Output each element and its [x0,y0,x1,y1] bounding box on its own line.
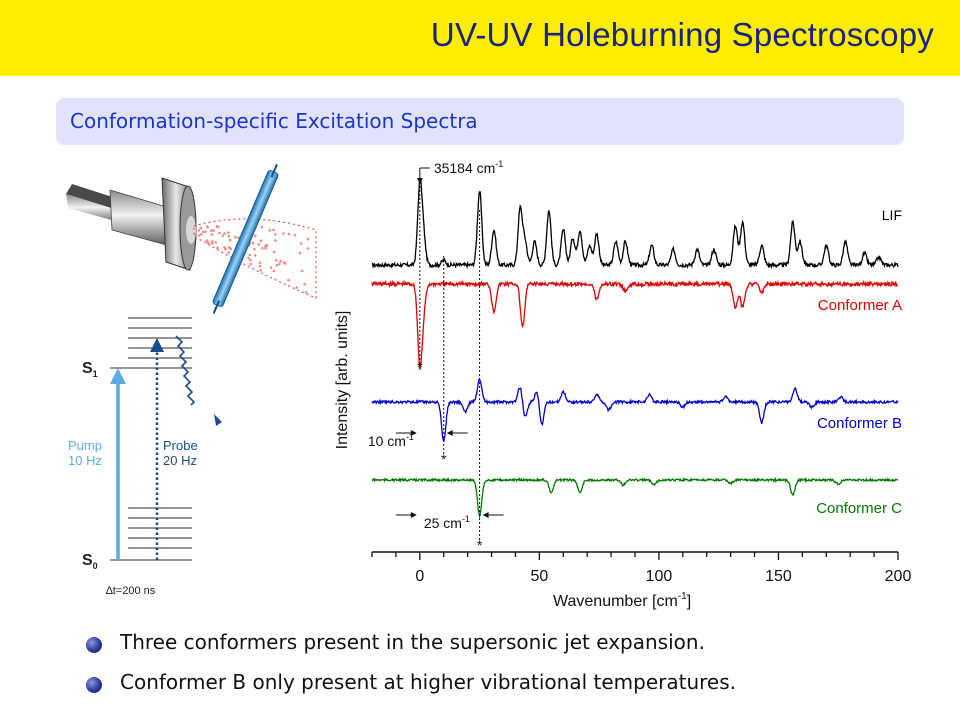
offset-arrowhead [410,430,417,436]
delay-label: ∆t=200 ns [106,585,156,597]
x-tick-label: 150 [765,568,792,585]
offset-arrowhead [410,512,417,518]
s0-label: S0 [82,552,98,571]
offset-arrowhead [446,430,453,436]
x-tick-label: 0 [415,568,424,585]
offset-label: 10 cm-1 [368,432,414,449]
pump-arrow [110,368,126,560]
probe-label: Probe [163,438,198,453]
series-line-conformer-a [371,279,899,370]
series-label: Conformer B [817,415,902,432]
x-tick-label: 200 [885,568,912,585]
bullet-text: Conformer B only present at higher vibra… [120,670,736,694]
s1-label: S1 [82,360,98,379]
y-axis-label: Intensity [arb. units] [334,311,351,450]
slide-title: UV-UV Holeburning Spectroscopy [430,16,934,53]
offset-arrowhead [482,512,489,518]
x-axis-label: Wavenumber [cm-1] [553,591,691,610]
series-label: Conformer A [818,297,902,314]
origin-arrowhead [416,178,423,184]
nozzle-icon [66,177,197,271]
title-bar: UV-UV Holeburning Spectroscopy [0,0,960,76]
spectrum-chart: LIF Conformer A Conformer B Conformer C 351… [334,159,912,610]
marker-asterisk: * [441,451,447,467]
relaxation-arrow [175,335,222,426]
s0-levels [110,507,192,561]
x-tick-label: 50 [530,568,548,585]
bullet-icon [86,677,102,693]
probe-arrow [150,338,164,560]
experiment-diagram: S1 S0 Pump 10 Hz Probe 20 Hz ∆t=200 ns [66,164,317,597]
origin-annotation: 35184 cm-1 [434,159,504,176]
marker-asterisk: * [477,537,483,553]
pump-rate: 10 Hz [68,453,102,468]
bullet-text: Three conformers present in the superson… [120,630,705,654]
series-line-conformer-c [371,476,899,519]
series-line-lif [371,178,899,270]
subtitle-box: Conformation-specific Excitation Spectra [56,98,904,145]
s1-levels [110,317,192,369]
series-label: Conformer C [816,500,902,517]
slide-subtitle: Conformation-specific Excitation Spectra [70,109,478,133]
marker-asterisk: * [417,359,423,375]
laser-beam-icon [212,164,279,314]
series-line-conformer-b [371,378,899,442]
pump-label: Pump [68,438,102,453]
bullet-icon [86,637,102,653]
x-tick-label: 100 [646,568,673,585]
series-label: LIF [882,207,902,223]
probe-rate: 20 Hz [163,453,197,468]
offset-label: 25 cm-1 [424,514,470,531]
